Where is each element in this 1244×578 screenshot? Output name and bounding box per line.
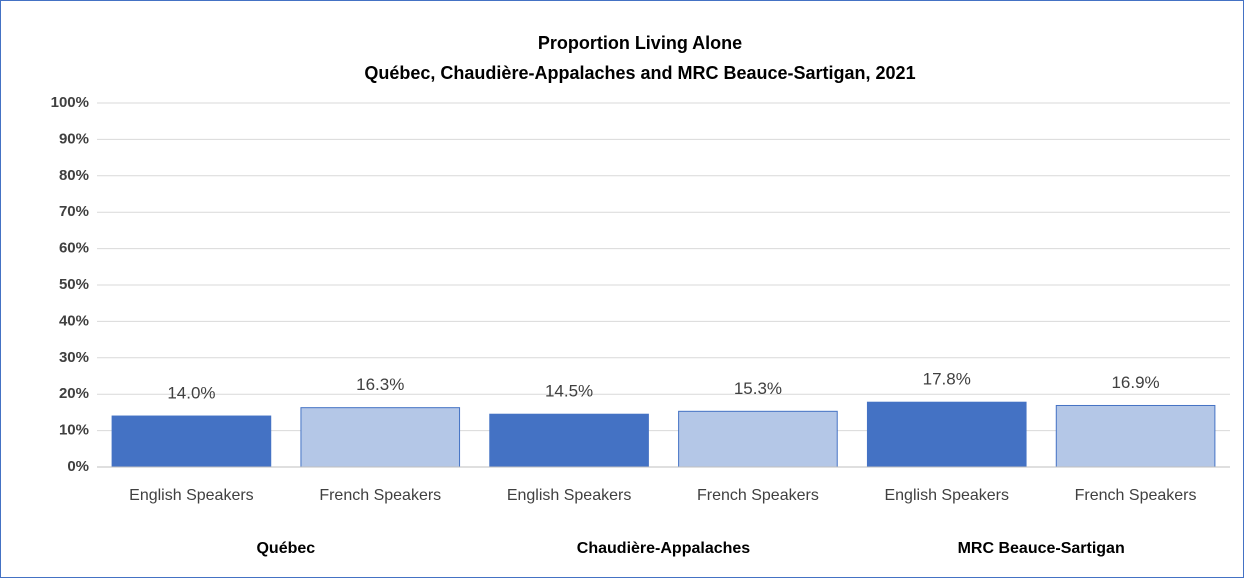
y-tick-label: 50% <box>59 276 89 293</box>
x-tick-label: English Speakers <box>129 487 254 504</box>
value-label: 15.3% <box>734 379 782 398</box>
y-tick-label: 10% <box>59 422 89 439</box>
x-tick-label: English Speakers <box>507 487 632 504</box>
value-label: 16.9% <box>1111 373 1159 392</box>
bar <box>489 413 649 468</box>
x-tick-label: English Speakers <box>884 487 1009 504</box>
bar <box>678 410 838 468</box>
y-tick-label: 90% <box>59 130 89 147</box>
bar <box>300 407 461 468</box>
value-label: 17.8% <box>923 370 971 389</box>
value-label: 14.0% <box>167 384 215 403</box>
y-tick-label: 70% <box>59 203 89 220</box>
group-label: Québec <box>256 540 315 557</box>
y-tick-label: 40% <box>59 312 89 329</box>
chart-subtitle: Québec, Chaudière-Appalaches and MRC Bea… <box>364 63 915 83</box>
bar <box>111 415 272 468</box>
y-tick-label: 60% <box>59 240 89 257</box>
bar <box>866 401 1027 468</box>
x-tick-label: French Speakers <box>1075 487 1197 504</box>
value-label: 16.3% <box>356 375 404 394</box>
y-tick-label: 20% <box>59 385 89 402</box>
y-tick-label: 0% <box>67 458 89 475</box>
chart-title: Proportion Living Alone <box>538 33 742 53</box>
bar <box>1055 404 1216 468</box>
x-tick-label: French Speakers <box>697 487 819 504</box>
value-label: 14.5% <box>545 382 593 401</box>
x-tick-label: French Speakers <box>319 487 441 504</box>
y-tick-label: 30% <box>59 349 89 366</box>
y-tick-label: 80% <box>59 167 89 184</box>
group-label: Chaudière-Appalaches <box>577 540 750 557</box>
y-tick-label: 100% <box>51 94 89 111</box>
group-label: MRC Beauce-Sartigan <box>958 540 1125 557</box>
